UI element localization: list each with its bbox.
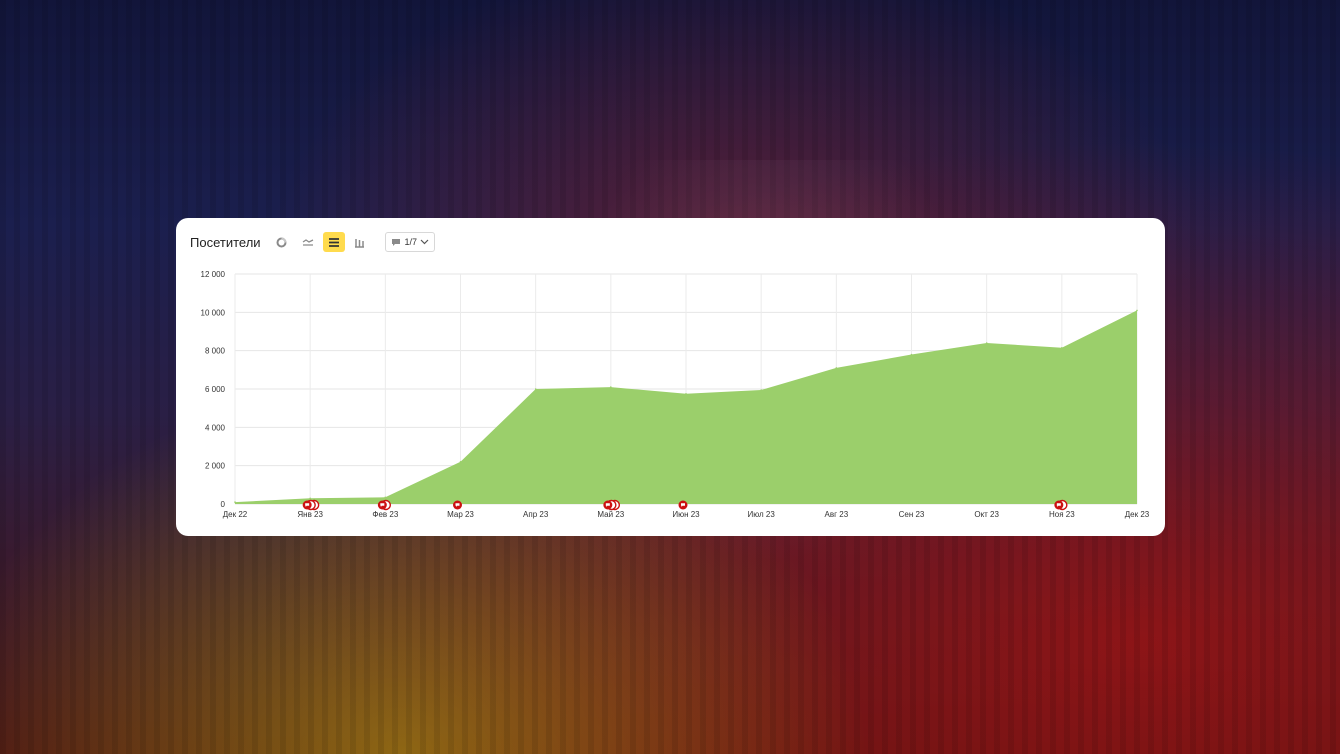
chart-area: 0 2 000 4 000 6 000 8 000 10 000 12 000 Дек 22 Я…: [176, 258, 1165, 536]
visitors-chart-card: Посетители 1/7 0 2 000 4 000 6 000 8 000 10 0…: [176, 218, 1165, 536]
x-tick-label: Янв 23: [297, 510, 323, 519]
data-point: [685, 393, 687, 395]
comment-icon: [305, 503, 310, 507]
area-chart-icon[interactable]: [322, 232, 345, 252]
x-tick-label: Дек 23: [1125, 510, 1150, 519]
data-point: [534, 388, 537, 390]
bar-chart-icon[interactable]: [349, 232, 371, 252]
chart-toolbar: Посетители 1/7: [190, 232, 436, 252]
annotations-count: 1/7: [404, 237, 418, 247]
data-point: [985, 342, 988, 344]
x-tick-label: Дек 22: [223, 510, 248, 519]
x-tick-label: Ноя 23: [1049, 510, 1075, 519]
chart-title: Посетители: [190, 234, 261, 250]
comment-icon: [455, 503, 460, 507]
chevron-down-icon: [420, 239, 429, 245]
x-tick-label: Май 23: [597, 510, 624, 519]
comment-icon: [681, 503, 685, 507]
data-point: [1136, 309, 1138, 312]
y-tick-label: 0: [221, 500, 226, 509]
y-tick-label: 12 000: [201, 270, 226, 279]
x-tick-label: Окт 23: [974, 510, 999, 519]
comment-icon: [1056, 503, 1061, 507]
annotation-marker[interactable]: [678, 500, 688, 510]
x-tick-label: Июн 23: [672, 510, 700, 519]
x-tick-label: Апр 23: [523, 510, 549, 519]
y-tick-label: 4 000: [205, 423, 226, 432]
pie-chart-icon[interactable]: [271, 232, 293, 252]
data-point: [610, 386, 612, 388]
comment-icon: [605, 503, 610, 507]
comment-icon: [391, 238, 400, 246]
y-tick-label: 10 000: [201, 308, 226, 317]
annotation-marker[interactable]: [302, 499, 320, 511]
x-tick-label: Сен 23: [899, 510, 925, 519]
x-tick-label: Авг 23: [825, 510, 849, 519]
y-tick-label: 2 000: [205, 462, 226, 471]
annotation-marker[interactable]: [603, 499, 621, 511]
data-point: [1061, 347, 1063, 349]
data-point: [459, 461, 462, 463]
line-chart-icon[interactable]: [297, 232, 319, 252]
data-point: [309, 497, 311, 500]
x-tick-label: Фев 23: [372, 510, 398, 519]
visitors-area: [235, 310, 1137, 504]
data-point: [910, 353, 913, 356]
data-point: [384, 496, 387, 499]
data-point: [234, 501, 236, 503]
data-point: [835, 367, 838, 369]
x-tick-label: Июл 23: [747, 510, 775, 519]
x-tick-label: Мар 23: [447, 510, 474, 519]
annotation-marker[interactable]: [453, 500, 462, 510]
y-tick-label: 6 000: [205, 385, 226, 394]
comment-icon: [380, 503, 385, 507]
data-point: [760, 389, 762, 391]
annotation-marker[interactable]: [377, 499, 392, 511]
annotation-marker[interactable]: [1054, 499, 1068, 511]
y-tick-label: 8 000: [205, 347, 226, 356]
annotations-select[interactable]: 1/7: [384, 232, 436, 252]
area-chart: 0 2 000 4 000 6 000 8 000 10 000 12 000 Дек 22 Я…: [201, 270, 1150, 519]
